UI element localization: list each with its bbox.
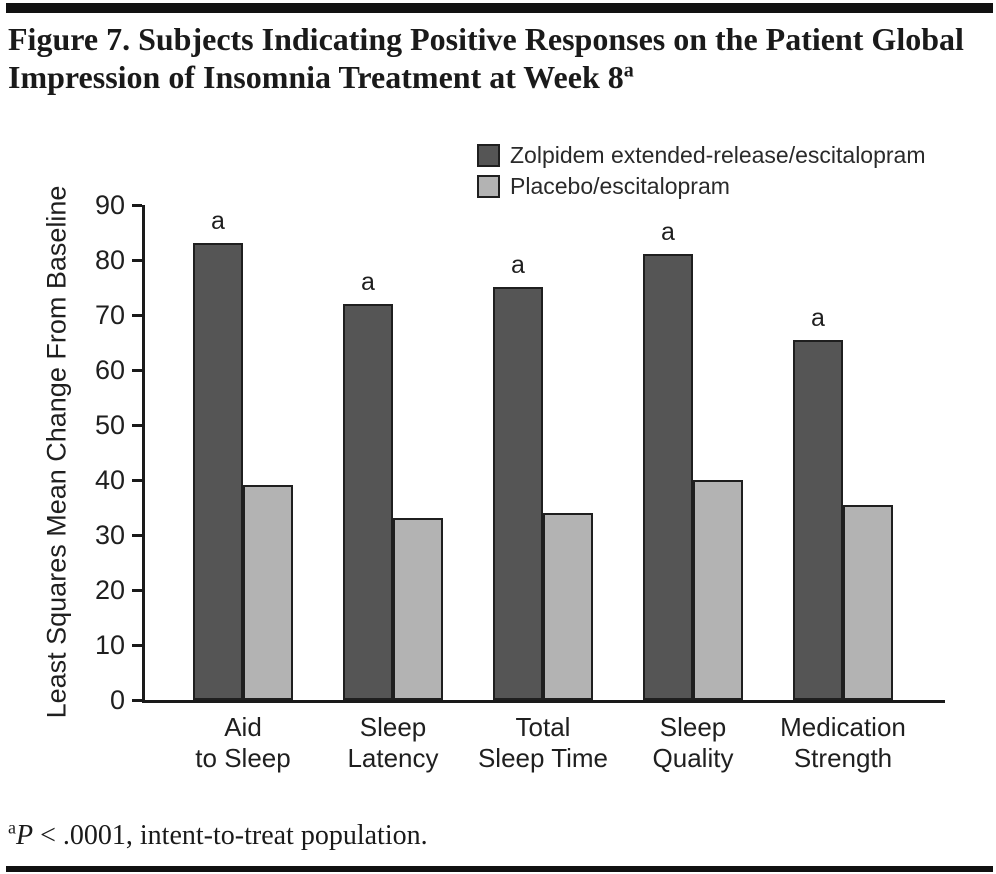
y-tick-label-0: 0	[109, 685, 125, 715]
y-tick-20	[132, 588, 142, 592]
bar-placebo-medication-strength	[843, 505, 893, 700]
bar-zolpidem-extended-release-sleep-latency	[343, 304, 393, 700]
x-category-label-line: Sleep	[659, 712, 727, 742]
plot-area: 0 10 20 30 40 50 60 70 80 90 a a a a a	[95, 191, 945, 714]
x-category-label-line: Quality	[652, 743, 734, 773]
x-category-label-total-sleep-time: Total Sleep Time	[458, 712, 628, 774]
y-tick-label-20: 20	[94, 575, 125, 605]
y-tick-10	[132, 643, 142, 647]
x-axis-category-labels: Aid to Sleep Sleep Latency Total Sleep Time Sl…	[0, 712, 996, 782]
bar-placebo-sleep-quality	[693, 480, 743, 700]
y-tick-label-10: 10	[94, 630, 125, 660]
x-category-label-line: Strength	[793, 743, 893, 773]
figure-title: Figure 7. Subjects Indicating Positive R…	[8, 20, 990, 96]
bar-zolpidem-extended-release-aid-to-sleep	[193, 243, 243, 700]
legend-item-zolpidem: Zolpidem extended-release/escitalopram	[477, 144, 926, 167]
y-tick-label-90: 90	[94, 190, 125, 220]
x-category-label-line: Sleep Time	[477, 743, 609, 773]
x-category-label-sleep-quality: Sleep Quality	[608, 712, 778, 774]
significance-label-total-sleep-time: a	[511, 251, 525, 279]
footnote-text: < .0001, intent-to-treat population.	[33, 820, 428, 851]
bar-zolpidem-extended-release-medication-strength	[793, 340, 843, 700]
x-category-label-line: Total	[515, 712, 571, 742]
y-tick-40	[132, 478, 142, 482]
x-category-label-sleep-latency: Sleep Latency	[308, 712, 478, 774]
legend-label-zolpidem: Zolpidem extended-release/escitalopram	[510, 142, 926, 168]
legend-label-placebo: Placebo/escitalopram	[510, 173, 730, 199]
y-tick-label-50: 50	[94, 410, 125, 440]
y-tick-label-70: 70	[94, 300, 125, 330]
bottom-rule	[6, 866, 993, 872]
legend: Zolpidem extended-release/escitalopram P…	[477, 144, 926, 206]
x-category-label-line: Aid	[224, 712, 262, 742]
significance-label-sleep-latency: a	[361, 268, 375, 296]
significance-label-medication-strength: a	[811, 304, 825, 332]
y-tick-80	[132, 258, 142, 262]
footnote-p-symbol: P	[16, 820, 34, 851]
x-category-label-line: Medication	[780, 712, 906, 742]
legend-swatch-placebo-icon	[477, 175, 500, 198]
footnote: aP < .0001, intent-to-treat population.	[8, 817, 988, 852]
y-tick-label-30: 30	[94, 520, 125, 550]
bar-zolpidem-extended-release-sleep-quality	[643, 254, 693, 700]
significance-label-sleep-quality: a	[661, 218, 675, 246]
bar-placebo-aid-to-sleep	[243, 485, 293, 700]
x-category-label-line: to Sleep	[195, 743, 291, 773]
legend-item-placebo: Placebo/escitalopram	[477, 175, 926, 198]
y-tick-0	[132, 698, 142, 702]
bar-placebo-total-sleep-time	[543, 513, 593, 700]
x-category-label-line: Latency	[347, 743, 439, 773]
y-tick-90	[132, 203, 142, 207]
y-tick-label-40: 40	[94, 465, 125, 495]
y-tick-50	[132, 423, 142, 427]
bar-zolpidem-extended-release-total-sleep-time	[493, 287, 543, 700]
x-category-label-line: Sleep	[359, 712, 427, 742]
x-category-label-medication-strength: Medication Strength	[758, 712, 928, 774]
y-tick-60	[132, 368, 142, 372]
y-tick-70	[132, 313, 142, 317]
figure-title-superscript: a	[623, 59, 634, 82]
footnote-superscript: a	[8, 817, 16, 838]
legend-swatch-zolpidem-icon	[477, 144, 500, 167]
bar-placebo-sleep-latency	[393, 518, 443, 700]
y-tick-30	[132, 533, 142, 537]
figure-title-text: Figure 7. Subjects Indicating Positive R…	[8, 21, 964, 95]
y-tick-label-80: 80	[94, 245, 125, 275]
y-tick-label-60: 60	[94, 355, 125, 385]
significance-label-aid-to-sleep: a	[211, 207, 225, 235]
top-rule	[6, 3, 993, 13]
x-category-label-aid-to-sleep: Aid to Sleep	[158, 712, 328, 774]
